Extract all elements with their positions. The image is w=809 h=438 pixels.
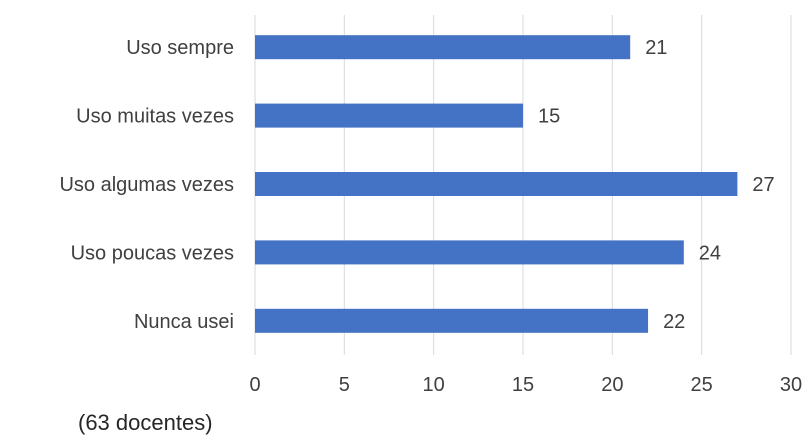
bar	[255, 308, 649, 333]
x-tick-label: 0	[249, 374, 260, 396]
bar	[255, 240, 684, 265]
bar	[255, 103, 523, 128]
category-label: Uso algumas vezes	[59, 174, 234, 196]
x-tick-label: 20	[601, 374, 623, 396]
x-tick-label: 15	[512, 374, 534, 396]
x-tick-label: 5	[339, 374, 350, 396]
data-label: 27	[752, 174, 774, 196]
data-label: 15	[538, 106, 560, 128]
category-label: Uso poucas vezes	[71, 242, 234, 264]
x-tick-label: 10	[423, 374, 445, 396]
bar	[255, 172, 738, 196]
x-tick-label: 25	[691, 374, 713, 396]
data-label: 24	[699, 242, 721, 264]
bar	[255, 35, 631, 60]
bar-layer	[255, 35, 738, 333]
category-label: Nunca usei	[134, 311, 234, 333]
category-label: Uso muitas vezes	[76, 106, 234, 128]
footnote: (63 docentes)	[78, 410, 213, 435]
data-label: 21	[645, 37, 667, 59]
data-label: 22	[663, 311, 685, 333]
label-layer: 0 5 10 15 20 25 30 Uso sempre 21 Uso muitas vezes…	[59, 37, 802, 396]
x-tick-label: 30	[780, 374, 802, 396]
category-label: Uso sempre	[126, 37, 234, 59]
